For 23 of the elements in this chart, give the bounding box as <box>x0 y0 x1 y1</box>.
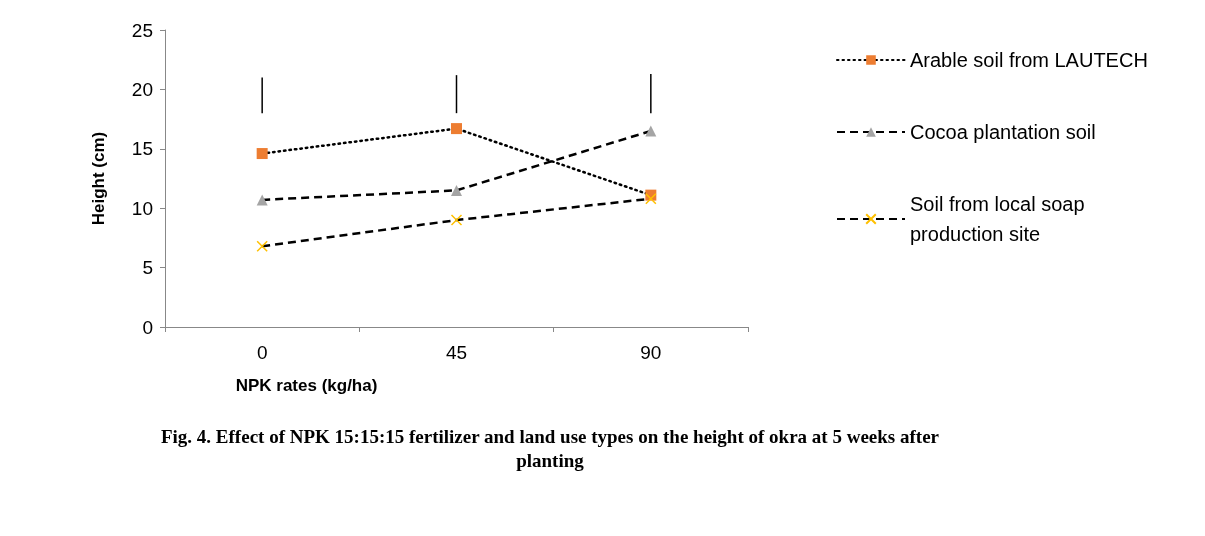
point <box>451 123 462 135</box>
legend-label: Cocoa plantation soil <box>910 121 1096 143</box>
y-axis-title: Height (cm) <box>89 131 108 226</box>
y-tick-label: 15 <box>131 138 153 160</box>
point <box>256 194 268 206</box>
x-tick-label: 0 <box>256 342 268 363</box>
legend-label: Soil from local soap production site <box>910 193 1091 245</box>
point <box>450 214 463 226</box>
text: Fig. 4. Effect of NPK 15:15:15 fertilizer and land use types on the height of okra at 5 weeks after planting <box>160 425 940 473</box>
y-tick-label: 20 <box>131 78 153 100</box>
x-axis-title: NPK rates (kg/ha) <box>235 376 378 395</box>
y-tick-label: 0 <box>142 316 153 338</box>
legend-label: Arable soil from LAUTECH <box>910 49 1148 71</box>
x-tick-label: 90 <box>640 342 662 363</box>
x-tick-label: 45 <box>445 342 468 363</box>
point <box>645 192 657 205</box>
y-tick-label: 25 <box>131 19 153 41</box>
point <box>645 125 657 137</box>
point <box>256 148 268 160</box>
point <box>256 240 268 252</box>
y-tick-label: 5 <box>142 257 153 279</box>
y-tick-label: 10 <box>131 197 153 219</box>
point <box>451 184 462 196</box>
